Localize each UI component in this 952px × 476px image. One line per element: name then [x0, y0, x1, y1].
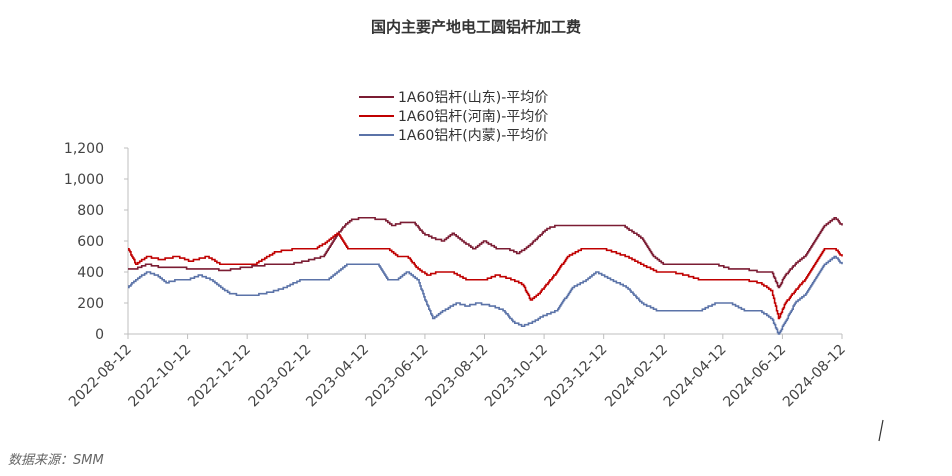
- y-tick-label: 1,200: [64, 141, 104, 157]
- x-tick-label: 2022-12-12: [185, 342, 254, 411]
- legend-label-2: 1A60铝杆(河南)-平均价: [398, 109, 548, 125]
- y-tick-label: 200: [77, 296, 104, 312]
- legend-label-3: 1A60铝杆(内蒙)-平均价: [398, 128, 548, 144]
- corner-mark: [878, 419, 884, 442]
- x-tick-label: 2023-06-12: [363, 342, 432, 411]
- series-line-1: [128, 216, 843, 289]
- x-axis: 2022-08-122022-10-122022-12-122023-02-12…: [66, 333, 849, 411]
- chart-title: 国内主要产地电工圆铝杆加工费: [371, 18, 581, 36]
- x-tick-label: 2024-08-12: [780, 342, 849, 411]
- y-tick-label: 800: [77, 203, 104, 219]
- x-tick-label: 2023-10-12: [482, 342, 551, 411]
- y-tick-label: 0: [95, 327, 104, 343]
- plot-area: [128, 216, 843, 335]
- x-tick-label: 2022-10-12: [126, 342, 195, 411]
- series-line-3: [128, 255, 843, 335]
- y-tick-label: 600: [77, 234, 104, 250]
- x-tick-label: 2023-12-12: [542, 342, 611, 411]
- y-tick-label: 400: [77, 265, 104, 281]
- y-tick-label: 1,000: [64, 172, 104, 188]
- x-tick-label: 2024-04-12: [661, 342, 730, 411]
- y-axis: 0 200 400 600 800 1,000 1,200: [64, 141, 129, 343]
- x-tick-label: 2024-06-12: [720, 342, 789, 411]
- series-line-2: [128, 232, 843, 320]
- source-note: 数据来源：SMM: [8, 453, 104, 468]
- legend-label-1: 1A60铝杆(山东)-平均价: [398, 90, 548, 106]
- chart-legend: 1A60铝杆(山东)-平均价 1A60铝杆(河南)-平均价 1A60铝杆(内蒙)-平…: [359, 90, 548, 144]
- x-tick-label: 2023-08-12: [422, 342, 491, 411]
- x-tick-label: 2023-04-12: [303, 342, 372, 411]
- x-tick-label: 2022-08-12: [66, 342, 135, 411]
